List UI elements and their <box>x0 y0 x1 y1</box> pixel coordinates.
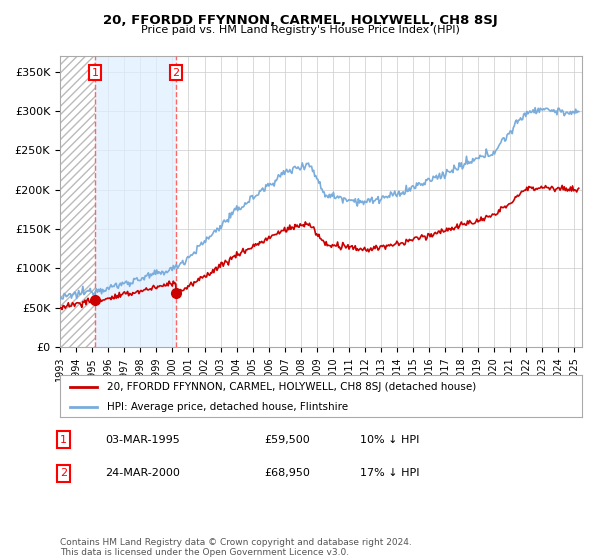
Text: 20, FFORDD FFYNNON, CARMEL, HOLYWELL, CH8 8SJ: 20, FFORDD FFYNNON, CARMEL, HOLYWELL, CH… <box>103 14 497 27</box>
Text: HPI: Average price, detached house, Flintshire: HPI: Average price, detached house, Flin… <box>107 402 348 412</box>
Text: Price paid vs. HM Land Registry's House Price Index (HPI): Price paid vs. HM Land Registry's House … <box>140 25 460 35</box>
Text: 03-MAR-1995: 03-MAR-1995 <box>105 435 180 445</box>
Text: 24-MAR-2000: 24-MAR-2000 <box>105 468 180 478</box>
Text: 1: 1 <box>60 435 67 445</box>
Bar <box>60 56 95 347</box>
Bar <box>95 56 176 347</box>
Text: £68,950: £68,950 <box>264 468 310 478</box>
Text: 2: 2 <box>60 468 67 478</box>
Text: 1: 1 <box>91 68 98 78</box>
Text: Contains HM Land Registry data © Crown copyright and database right 2024.
This d: Contains HM Land Registry data © Crown c… <box>60 538 412 557</box>
Text: 2: 2 <box>173 68 179 78</box>
Text: 20, FFORDD FFYNNON, CARMEL, HOLYWELL, CH8 8SJ (detached house): 20, FFORDD FFYNNON, CARMEL, HOLYWELL, CH… <box>107 382 476 392</box>
Text: 10% ↓ HPI: 10% ↓ HPI <box>360 435 419 445</box>
Text: £59,500: £59,500 <box>264 435 310 445</box>
Text: 17% ↓ HPI: 17% ↓ HPI <box>360 468 419 478</box>
